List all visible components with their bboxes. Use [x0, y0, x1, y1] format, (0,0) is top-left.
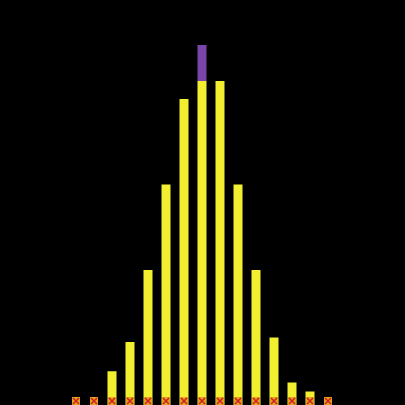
baseline-marker-3 — [108, 397, 116, 405]
baseline-marker-8 — [198, 397, 206, 405]
bar-6-series-1 — [161, 184, 171, 405]
baseline-marker-2 — [90, 397, 98, 405]
bar-8-series-1 — [197, 81, 207, 405]
bar-11-series-1 — [251, 270, 261, 405]
bar-3-series-1 — [107, 371, 117, 405]
bar-12-series-1 — [269, 337, 279, 405]
baseline-marker-5 — [144, 397, 152, 405]
baseline-marker-13 — [288, 397, 296, 405]
baseline-marker-15 — [324, 397, 332, 405]
baseline-marker-1 — [72, 397, 80, 405]
baseline-marker-9 — [216, 397, 224, 405]
baseline-marker-12 — [270, 397, 278, 405]
bar-7-series-1 — [179, 99, 189, 405]
baseline-marker-11 — [252, 397, 260, 405]
bar-9-series-1 — [215, 81, 225, 405]
bar-13-series-1 — [287, 382, 297, 405]
baseline-marker-10 — [234, 397, 242, 405]
bar-5-series-1 — [143, 270, 153, 405]
bars-layer — [107, 45, 315, 405]
baseline-marker-7 — [180, 397, 188, 405]
baseline-marker-4 — [126, 397, 134, 405]
baseline-markers — [72, 397, 332, 405]
bar-10-series-1 — [233, 184, 243, 405]
bar-8-series-2 — [197, 45, 207, 81]
baseline-marker-6 — [162, 397, 170, 405]
bar-4-series-1 — [125, 342, 135, 405]
baseline-marker-14 — [306, 397, 314, 405]
